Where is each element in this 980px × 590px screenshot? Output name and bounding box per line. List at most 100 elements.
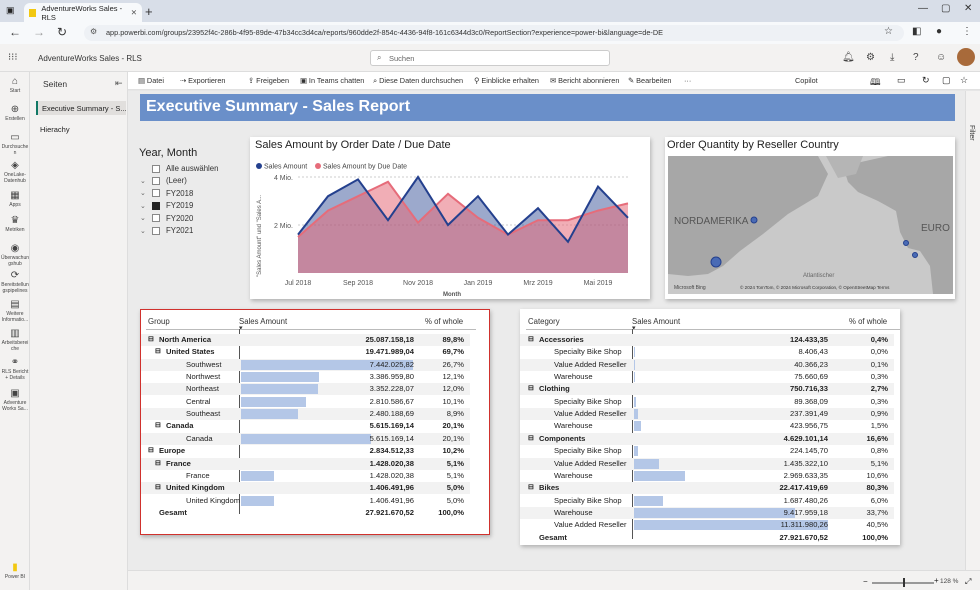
minimize-icon[interactable]: — [918, 3, 928, 14]
table-row[interactable]: France 1.428.020,38 5,1% [140, 470, 470, 482]
slicer-checkbox[interactable] [152, 201, 160, 210]
bookmark-icon[interactable]: 🕮︎ [870, 77, 881, 87]
browser-menu-icon[interactable]: ⋮ [962, 26, 972, 37]
slicer-item[interactable]: ⌄ FY2021 [140, 226, 193, 235]
slicer-checkbox[interactable] [152, 176, 160, 185]
table-row[interactable]: Warehouse 423.956,75 1,5% [520, 420, 894, 432]
column-header[interactable]: % of whole [425, 317, 464, 326]
collapse-toggle-icon[interactable]: ⊟ [528, 434, 534, 442]
table-row[interactable]: ⊟ Bikes 22.417.419,69 80,3% [520, 482, 894, 495]
slicer-checkbox[interactable] [152, 189, 160, 198]
table-row[interactable]: Warehouse 75.660,69 0,3% [520, 371, 894, 383]
collapse-toggle-icon[interactable]: ⊟ [155, 422, 161, 430]
toolbar-item-5[interactable]: ⚲ Einblicke erhalten [474, 76, 539, 85]
toolbar-item-1[interactable]: ⇢ Exportieren [180, 76, 225, 85]
total-row[interactable]: Gesamt 27.921.670,52 100,0% [520, 532, 894, 544]
table-row[interactable]: ⊟ United States 19.471.989,04 69,7% [140, 346, 470, 358]
collapse-toggle-icon[interactable]: ⊟ [155, 459, 161, 467]
slicer-item[interactable]: ⌄ (Leer) [140, 176, 187, 185]
group-matrix-card[interactable] [140, 309, 490, 535]
toolbar-item-0[interactable]: ▤ Datei [138, 76, 164, 85]
nav-item-10[interactable]: ⚭ RLS Bericht + Details [0, 357, 30, 381]
nav-item-4[interactable]: ▦ Apps [0, 190, 30, 208]
table-row[interactable]: ⊟ Europe 2.834.512,33 10,2% [140, 445, 470, 457]
toolbar-item-3[interactable]: ▣ In Teams chatten [300, 76, 364, 85]
close-window-icon[interactable]: ✕ [964, 3, 973, 14]
filter-pane-label[interactable]: Filter [968, 125, 975, 141]
collapse-toggle-icon[interactable]: ⊟ [148, 336, 154, 343]
table-row[interactable]: Value Added Reseller 40.366,23 0,1% [520, 358, 894, 371]
maximize-icon[interactable]: ▢ [941, 3, 951, 14]
column-header[interactable]: Sales Amount [632, 317, 681, 326]
close-tab-icon[interactable]: ✕ [130, 8, 137, 17]
table-row[interactable]: Northeast 3.352.228,07 12,0% [140, 383, 470, 396]
nav-item-1[interactable]: ⊕ Erstellen [0, 104, 30, 122]
comment-icon[interactable]: ▢ [942, 75, 951, 85]
legend-label[interactable]: Sales Amount by Due Date [323, 164, 407, 171]
refresh-icon[interactable]: ↻ [922, 75, 930, 85]
toolbar-item-7[interactable]: ✎ Bearbeiten [628, 76, 671, 85]
zoom-in-icon[interactable]: + [934, 576, 939, 585]
settings-icon[interactable]: ⚙ [866, 52, 875, 63]
toolbar-item-6[interactable]: ✉ Bericht abonnieren [550, 76, 619, 85]
slicer-item[interactable]: Alle auswählen [140, 164, 218, 173]
map-bubble-canada[interactable] [750, 216, 758, 224]
table-row[interactable]: ⊟ United Kingdom 1.406.491,96 5,0% [140, 482, 470, 495]
feedback-icon[interactable]: ☺ [936, 52, 947, 63]
column-header[interactable]: Sales Amount [239, 317, 288, 326]
column-header[interactable]: Group [148, 317, 170, 326]
profile-icon[interactable]: ● [936, 26, 943, 37]
collapse-toggle-icon[interactable]: ⊟ [528, 385, 534, 393]
slicer-item[interactable]: ⌄ FY2018 [140, 189, 193, 198]
toolbar-item-4[interactable]: ⌕ Diese Daten durchsuchen [373, 76, 463, 86]
table-row[interactable]: Southeast 2.480.188,69 8,9% [140, 408, 470, 421]
table-row[interactable]: Specialty Bike Shop 8.406,43 0,0% [520, 346, 894, 358]
table-row[interactable]: Value Added Reseller 237.391,49 0,9% [520, 408, 894, 421]
table-row[interactable]: ⊟ France 1.428.020,38 5,1% [140, 457, 470, 470]
slicer-checkbox[interactable] [152, 226, 160, 235]
collapse-toggle-icon[interactable]: ⊟ [155, 348, 161, 356]
slicer-item[interactable]: ⌄ FY2019 [140, 201, 193, 210]
nav-item-2[interactable]: ▭ Durchsuche n [0, 132, 30, 156]
expand-chevron-icon[interactable]: ⌄ [140, 177, 146, 185]
tab-menu-icon[interactable]: ▣ [6, 5, 15, 15]
table-row[interactable]: Warehouse 2.969.633,35 10,6% [520, 470, 894, 482]
page-tab-executive-summary[interactable]: Executive Summary - S... [36, 101, 126, 115]
expand-chevron-icon[interactable]: ⌄ [140, 202, 146, 210]
category-matrix-card[interactable] [520, 309, 900, 545]
download-icon[interactable]: ⤓ [890, 52, 895, 63]
legend-label[interactable]: Sales Amount [264, 164, 307, 171]
map-bubble-uk[interactable] [903, 240, 909, 246]
toolbar-item-9[interactable]: Copilot [795, 76, 818, 85]
toolbar-item-8[interactable]: ··· [684, 76, 691, 85]
sort-arrow-icon[interactable]: ▾ [239, 324, 243, 332]
nav-item-6[interactable]: ◉ Überwachun gshub [0, 243, 30, 267]
nav-item-11[interactable]: ▣ Adventure Works Sa... [0, 388, 30, 412]
series-line-1[interactable] [297, 180, 629, 238]
table-row[interactable]: Specialty Bike Shop 224.145,70 0,8% [520, 445, 894, 457]
zoom-slider-handle[interactable] [903, 578, 905, 587]
map-visual[interactable]: NORDAMERIKA EURO Atlantischer Microsoft … [668, 156, 953, 294]
powerbi-logo[interactable]: ▮ Power BI [0, 562, 30, 580]
table-row[interactable]: ⊟ North America 25.087.158,18 89,8% [140, 334, 470, 346]
column-header[interactable]: Category [528, 317, 560, 326]
site-info-icon[interactable]: ⚙ [90, 27, 98, 36]
map-bubble-france[interactable] [912, 252, 918, 258]
nav-item-7[interactable]: ⟳ Bereitstellun gspipelines [0, 270, 30, 294]
sidebar-icon[interactable]: ◧ [912, 26, 922, 37]
page-tab-hierachy[interactable]: Hierachy [40, 125, 70, 134]
nav-item-3[interactable]: ◈ OneLake-Datenhub [0, 160, 30, 184]
slicer-item[interactable]: ⌄ FY2020 [140, 214, 193, 223]
help-icon[interactable]: ? [913, 52, 919, 63]
nav-item-5[interactable]: ♛ Metriken [0, 215, 30, 233]
slicer-checkbox[interactable] [152, 214, 160, 223]
new-tab-icon[interactable]: + [145, 4, 153, 19]
reload-icon[interactable]: ↻ [57, 25, 68, 39]
collapse-toggle-icon[interactable]: ⊟ [155, 484, 161, 492]
fit-page-icon[interactable]: ⤢ [965, 577, 972, 586]
nav-item-9[interactable]: ▥ Arbeitsberei che [0, 328, 30, 352]
forward-icon[interactable]: → [33, 25, 45, 39]
table-row[interactable]: Value Added Reseller 11.311.980,26 40,5% [520, 519, 894, 531]
search-input[interactable]: ⌕ Suchen [370, 50, 610, 66]
map-bubble-usa[interactable] [710, 256, 722, 268]
